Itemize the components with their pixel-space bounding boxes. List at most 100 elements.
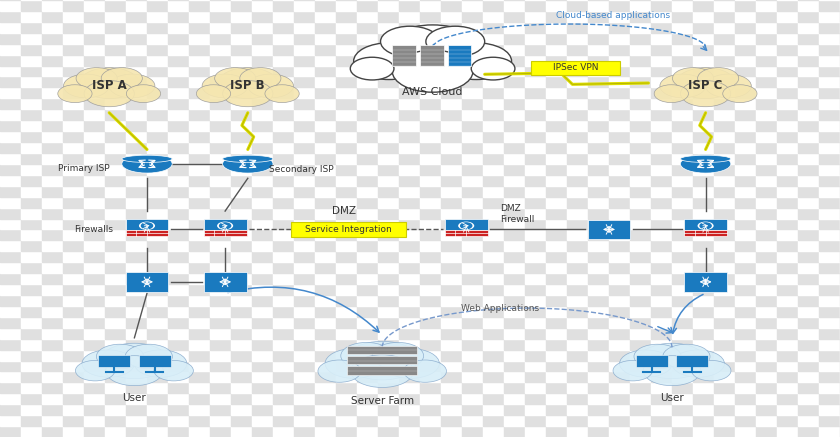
Bar bbox=[126, 306, 147, 317]
Bar bbox=[651, 273, 672, 284]
Bar bbox=[336, 153, 357, 164]
Bar bbox=[441, 295, 462, 306]
Circle shape bbox=[654, 85, 689, 103]
Bar bbox=[462, 11, 483, 22]
Bar bbox=[84, 164, 105, 175]
Bar bbox=[588, 371, 609, 382]
Bar bbox=[630, 350, 651, 361]
Bar bbox=[21, 306, 42, 317]
Bar bbox=[294, 98, 315, 109]
Bar bbox=[105, 262, 126, 273]
Bar bbox=[84, 76, 105, 87]
Bar bbox=[378, 87, 399, 98]
Bar bbox=[21, 339, 42, 350]
Circle shape bbox=[76, 68, 118, 89]
Bar bbox=[420, 273, 441, 284]
Bar bbox=[735, 273, 756, 284]
Bar bbox=[609, 240, 630, 251]
Bar bbox=[0, 426, 21, 437]
Bar bbox=[735, 328, 756, 339]
Bar bbox=[315, 131, 336, 142]
Bar bbox=[210, 186, 231, 197]
Bar bbox=[441, 393, 462, 404]
Bar bbox=[483, 251, 504, 262]
Bar bbox=[693, 0, 714, 11]
Bar bbox=[357, 339, 378, 350]
Bar bbox=[441, 175, 462, 186]
Bar bbox=[231, 55, 252, 66]
Bar bbox=[273, 284, 294, 295]
Bar bbox=[336, 197, 357, 208]
Bar bbox=[693, 382, 714, 393]
Bar bbox=[462, 284, 483, 295]
Bar bbox=[714, 393, 735, 404]
Bar bbox=[147, 131, 168, 142]
Bar bbox=[483, 153, 504, 164]
Bar bbox=[672, 208, 693, 218]
Bar bbox=[588, 415, 609, 426]
Bar bbox=[735, 131, 756, 142]
Bar bbox=[0, 120, 21, 131]
Bar bbox=[525, 284, 546, 295]
Bar bbox=[777, 175, 798, 186]
Bar bbox=[378, 66, 399, 76]
Bar bbox=[525, 273, 546, 284]
Bar bbox=[714, 22, 735, 33]
Bar bbox=[189, 371, 210, 382]
Bar bbox=[294, 415, 315, 426]
Bar bbox=[588, 33, 609, 44]
Bar bbox=[273, 306, 294, 317]
Bar bbox=[336, 426, 357, 437]
Bar bbox=[693, 273, 714, 284]
Bar bbox=[420, 240, 441, 251]
Bar bbox=[210, 295, 231, 306]
Bar bbox=[693, 262, 714, 273]
Bar bbox=[777, 240, 798, 251]
Bar bbox=[63, 262, 84, 273]
Bar bbox=[315, 317, 336, 328]
Bar bbox=[336, 240, 357, 251]
Circle shape bbox=[106, 356, 163, 386]
Bar bbox=[504, 317, 525, 328]
Circle shape bbox=[354, 43, 424, 80]
Bar bbox=[105, 339, 126, 350]
Bar bbox=[756, 273, 777, 284]
Bar bbox=[168, 208, 189, 218]
Bar bbox=[21, 426, 42, 437]
Bar bbox=[0, 55, 21, 66]
Bar bbox=[525, 11, 546, 22]
Bar bbox=[420, 393, 441, 404]
Bar bbox=[441, 426, 462, 437]
Bar bbox=[378, 11, 399, 22]
Bar bbox=[651, 109, 672, 120]
FancyBboxPatch shape bbox=[203, 219, 247, 230]
Circle shape bbox=[219, 223, 231, 229]
Bar bbox=[126, 55, 147, 66]
Text: Secondary ISP: Secondary ISP bbox=[269, 165, 333, 174]
Bar bbox=[441, 273, 462, 284]
Bar bbox=[567, 109, 588, 120]
Bar bbox=[420, 197, 441, 208]
Bar bbox=[546, 404, 567, 415]
Bar bbox=[693, 426, 714, 437]
Bar bbox=[210, 66, 231, 76]
Bar bbox=[210, 109, 231, 120]
Circle shape bbox=[634, 344, 681, 369]
Bar bbox=[147, 273, 168, 284]
Bar bbox=[189, 262, 210, 273]
Bar bbox=[42, 87, 63, 98]
Bar bbox=[504, 11, 525, 22]
Bar bbox=[126, 153, 147, 164]
Bar bbox=[336, 339, 357, 350]
Bar bbox=[630, 22, 651, 33]
Circle shape bbox=[125, 344, 172, 369]
Bar bbox=[84, 11, 105, 22]
Bar bbox=[756, 295, 777, 306]
Bar bbox=[315, 186, 336, 197]
Bar bbox=[168, 350, 189, 361]
Bar bbox=[462, 426, 483, 437]
Bar bbox=[420, 262, 441, 273]
Bar bbox=[210, 404, 231, 415]
Bar bbox=[357, 87, 378, 98]
Bar bbox=[273, 22, 294, 33]
